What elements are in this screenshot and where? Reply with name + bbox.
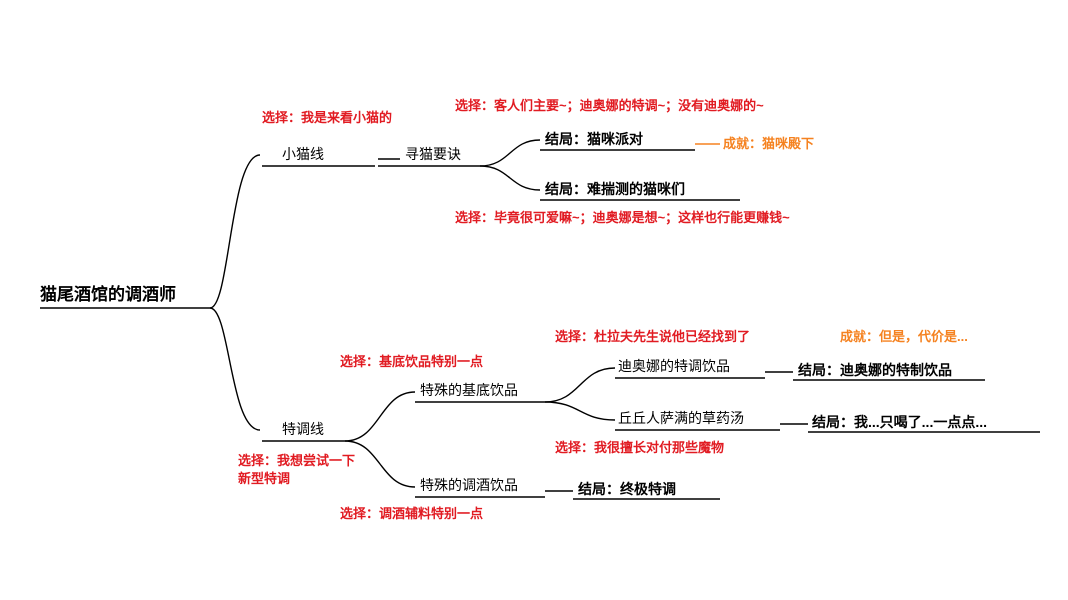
choice-cat-branch: 选择：我是来看小猫的 <box>262 110 392 125</box>
outcome-cat-unpredict: 结局：难揣测的猫咪们 <box>545 181 685 197</box>
outcome-drank-little: 结局：我...只喝了...一点点... <box>812 414 987 430</box>
choice-mix-extra: 选择：调酒辅料特别一点 <box>340 506 483 521</box>
node-find-cat: 寻猫要诀 <box>405 146 461 162</box>
node-cat-line: 小猫线 <box>282 146 324 162</box>
outcome-cat-party: 结局：猫咪派对 <box>545 131 643 147</box>
outcome-ultimate: 结局：终极特调 <box>578 481 676 497</box>
choice-diona-found: 选择：杜拉夫先生说他已经找到了 <box>555 329 750 344</box>
node-diona-drink: 迪奥娜的特调饮品 <box>618 358 730 374</box>
node-mix-drink: 特殊的调酒饮品 <box>420 477 518 493</box>
root-node: 猫尾酒馆的调酒师 <box>40 284 176 304</box>
choice-special-l1: 选择：我想尝试一下 <box>238 453 355 468</box>
node-special-line: 特调线 <box>282 421 324 437</box>
choice-good-at-monsters: 选择：我很擅长对付那些魔物 <box>555 440 724 455</box>
node-hilichurl-soup: 丘丘人萨满的草药汤 <box>618 410 744 426</box>
choice-find-cat-bottom: 选择：毕竟很可爱嘛~；迪奥娜是想~；这样也行能更赚钱~ <box>455 210 790 226</box>
choice-special-l2: 新型特调 <box>238 471 290 486</box>
node-base-drink: 特殊的基底饮品 <box>420 382 518 398</box>
outcome-diona-special: 结局：迪奥娜的特制饮品 <box>798 362 952 378</box>
choice-base-drink: 选择：基底饮品特别一点 <box>340 354 483 369</box>
achieve-price: 成就：但是，代价是... <box>840 329 968 344</box>
mindmap-diagram: 猫尾酒馆的调酒师 选择：我是来看小猫的 小猫线 寻猫要诀 选择：客人们主要~；迪… <box>0 0 1068 600</box>
choice-find-cat-top: 选择：客人们主要~；迪奥娜的特调~；没有迪奥娜的~ <box>455 98 764 114</box>
achieve-cat: 成就：猫咪殿下 <box>723 136 814 151</box>
